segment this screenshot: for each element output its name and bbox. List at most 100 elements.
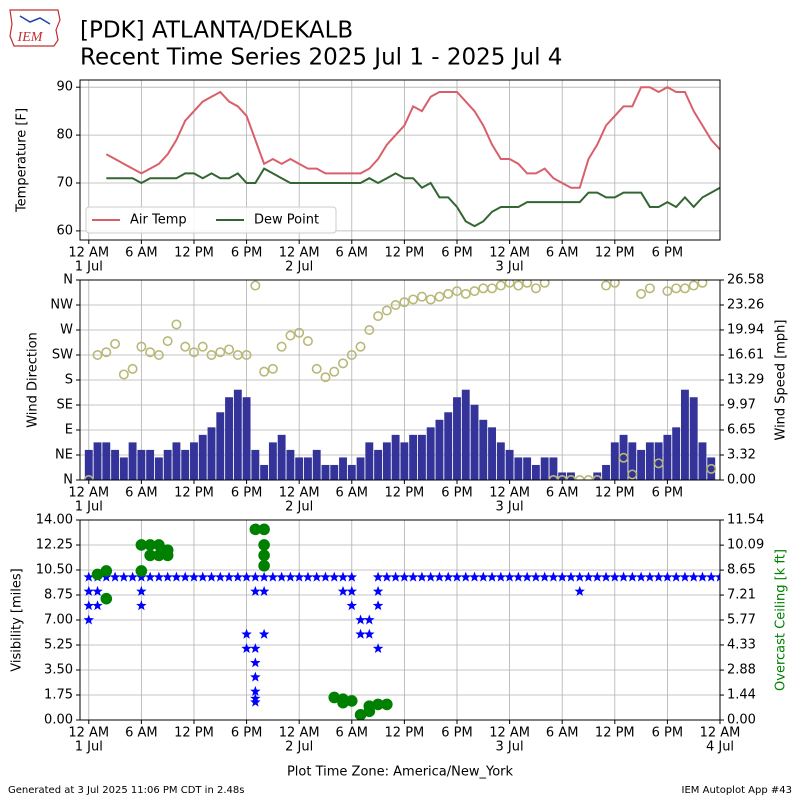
bar xyxy=(146,449,155,480)
star-point xyxy=(530,571,542,582)
logo-lines xyxy=(19,15,51,25)
logo-text: IEM xyxy=(17,30,44,45)
scatter-point xyxy=(161,549,174,562)
scatter-point xyxy=(346,349,357,360)
series-layer xyxy=(83,280,717,480)
scatter-point xyxy=(662,286,673,297)
star-point xyxy=(364,628,375,639)
x-tick-label: 12 AM xyxy=(489,246,530,261)
x-date-label: 4 Jul xyxy=(706,740,734,755)
star-point xyxy=(83,585,94,596)
bar xyxy=(84,449,93,480)
bar xyxy=(698,442,707,480)
star-point xyxy=(337,585,349,596)
scatter-point xyxy=(697,280,708,288)
x-tick-label: 6 AM xyxy=(546,726,579,741)
scatter-point xyxy=(258,559,270,572)
line-series xyxy=(106,167,720,228)
scatter-point xyxy=(636,288,647,299)
bar xyxy=(268,442,277,480)
scatter-point xyxy=(627,469,638,480)
bar xyxy=(233,389,242,480)
x-date-label: 2 Jul xyxy=(285,740,313,755)
bar xyxy=(645,442,654,480)
bar xyxy=(619,434,628,480)
y2-tick-label: 11.54 xyxy=(727,513,764,528)
star-point xyxy=(329,571,340,582)
star-point xyxy=(513,571,524,582)
bar xyxy=(610,442,619,480)
star-point xyxy=(355,614,366,625)
scatter-point xyxy=(258,549,270,562)
bar xyxy=(111,449,120,480)
x-tick-label: 6 AM xyxy=(125,726,158,741)
star-point xyxy=(434,571,445,582)
star-point xyxy=(136,600,147,611)
star-point xyxy=(320,571,331,582)
y2-tick-label: 5.77 xyxy=(727,613,756,628)
scatter-point xyxy=(294,327,305,338)
bar xyxy=(330,464,339,480)
bar xyxy=(216,412,225,480)
bar xyxy=(680,389,689,480)
y-axis-label: Visibility [miles] xyxy=(10,568,25,671)
bar xyxy=(154,457,163,480)
bar xyxy=(225,397,233,480)
scatter-point xyxy=(504,280,515,288)
star-point xyxy=(372,571,384,582)
star-point xyxy=(197,571,208,582)
bar xyxy=(400,442,409,480)
y-tick-label: 90 xyxy=(56,80,73,95)
bar xyxy=(365,442,374,480)
legend-box xyxy=(85,206,337,234)
star-point xyxy=(215,571,226,582)
star-point xyxy=(399,571,410,582)
x-tick-label: 12 AM xyxy=(68,486,109,501)
chart-subtitle: Recent Time Series 2025 Jul 1 - 2025 Jul… xyxy=(80,45,562,71)
bar xyxy=(286,449,295,480)
y-tick-label: 10.50 xyxy=(36,563,73,578)
x-tick-label: 12 PM xyxy=(595,486,635,501)
star-point xyxy=(118,571,130,582)
y-axis-label: Wind Direction xyxy=(26,332,41,428)
y2-tick-label: 7.21 xyxy=(727,588,756,603)
bar xyxy=(190,442,198,480)
star-point xyxy=(109,571,121,582)
star-point xyxy=(241,643,252,654)
x-tick-label: 12 AM xyxy=(68,246,109,261)
star-point xyxy=(372,600,384,611)
x-tick-label: 6 AM xyxy=(546,246,579,261)
star-point xyxy=(670,571,682,582)
y-tick-label: E xyxy=(65,423,73,438)
x-tick-label: 12 PM xyxy=(174,486,214,501)
bar xyxy=(339,457,347,480)
x-date-label: 1 Jul xyxy=(75,500,103,515)
scatter-point xyxy=(135,565,148,577)
y2-tick-label: 8.65 xyxy=(727,563,756,578)
x-tick-label: 6 AM xyxy=(336,246,369,261)
bar xyxy=(628,442,637,480)
scatter-point xyxy=(259,366,270,377)
bar xyxy=(321,464,330,480)
bar xyxy=(549,457,558,480)
star-point xyxy=(486,571,498,582)
x-tick-label: 6 PM xyxy=(441,726,472,741)
legend: Air Temp Dew Point xyxy=(85,206,337,234)
star-point xyxy=(250,657,261,668)
bar xyxy=(242,397,251,480)
scatter-point xyxy=(530,283,541,294)
star-point xyxy=(548,571,559,582)
star-point xyxy=(250,585,261,596)
scatter-point xyxy=(355,341,366,352)
star-point xyxy=(469,571,480,582)
bar xyxy=(453,397,461,480)
y2-tick-label: 3.32 xyxy=(727,448,756,463)
y-tick-label: 8.75 xyxy=(44,588,73,603)
star-point xyxy=(250,671,261,682)
x-tick-label: 6 AM xyxy=(125,246,158,261)
star-point xyxy=(662,571,673,582)
bar xyxy=(540,457,549,480)
scatter-point xyxy=(522,280,533,288)
y-tick-label: 3.50 xyxy=(44,663,73,678)
star-point xyxy=(364,614,375,625)
